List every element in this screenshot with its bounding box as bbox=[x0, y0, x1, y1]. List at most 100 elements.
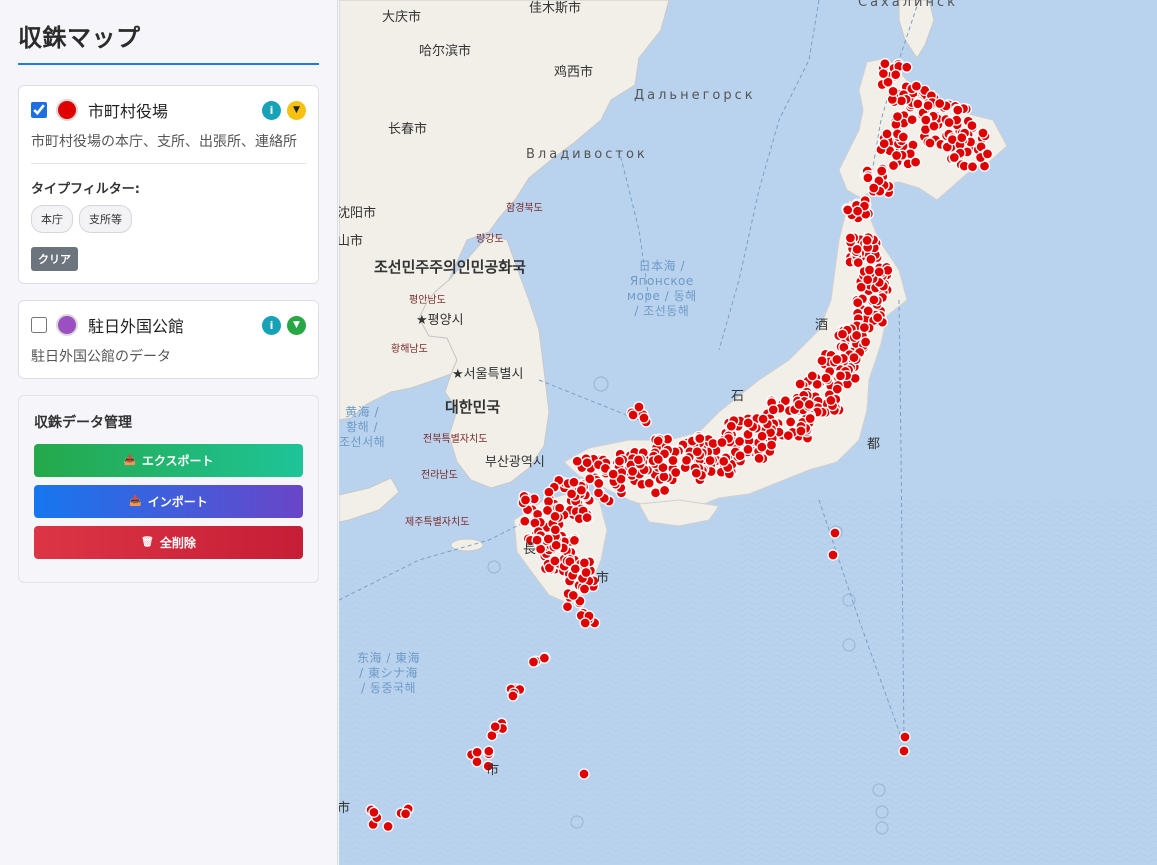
municipal-office-marker[interactable] bbox=[550, 539, 562, 551]
municipal-office-marker[interactable] bbox=[569, 563, 581, 575]
municipal-office-marker[interactable] bbox=[568, 534, 581, 547]
municipal-office-marker[interactable] bbox=[704, 454, 716, 467]
municipal-office-marker[interactable] bbox=[899, 731, 911, 743]
municipal-office-marker[interactable] bbox=[718, 455, 730, 467]
municipal-office-marker[interactable] bbox=[784, 416, 797, 428]
municipal-office-marker[interactable] bbox=[519, 515, 531, 527]
municipal-office-marker[interactable] bbox=[519, 494, 532, 506]
municipal-office-marker[interactable] bbox=[855, 281, 867, 293]
municipal-office-marker[interactable] bbox=[890, 149, 903, 162]
chevron-down-icon[interactable]: ▼ bbox=[287, 315, 306, 335]
municipal-office-marker[interactable] bbox=[829, 527, 841, 539]
municipal-office-marker[interactable] bbox=[928, 120, 940, 132]
municipal-office-marker[interactable] bbox=[827, 549, 839, 561]
municipal-office-marker[interactable] bbox=[825, 394, 837, 407]
municipal-office-marker[interactable] bbox=[836, 328, 849, 340]
layer-toggle-checkbox[interactable] bbox=[31, 102, 47, 118]
municipal-office-marker[interactable] bbox=[909, 156, 922, 168]
municipal-office-marker[interactable] bbox=[966, 119, 978, 132]
municipal-office-marker[interactable] bbox=[862, 305, 874, 317]
municipal-office-marker[interactable] bbox=[920, 114, 932, 126]
municipal-office-marker[interactable] bbox=[858, 321, 871, 334]
import-button[interactable]: 📥 インポート bbox=[34, 485, 303, 518]
municipal-office-marker[interactable] bbox=[948, 151, 960, 164]
municipal-office-marker[interactable] bbox=[878, 138, 890, 150]
municipal-office-marker[interactable] bbox=[690, 467, 702, 479]
municipal-office-marker[interactable] bbox=[943, 116, 955, 129]
municipal-office-marker[interactable] bbox=[694, 432, 706, 445]
municipal-office-marker[interactable] bbox=[756, 441, 768, 453]
municipal-office-marker[interactable] bbox=[862, 274, 874, 286]
municipal-office-marker[interactable] bbox=[834, 370, 847, 382]
municipal-office-marker[interactable] bbox=[956, 132, 968, 144]
municipal-office-marker[interactable] bbox=[471, 746, 483, 758]
municipal-office-marker[interactable] bbox=[756, 430, 768, 442]
municipal-office-marker[interactable] bbox=[863, 264, 876, 276]
municipal-office-marker[interactable] bbox=[793, 398, 805, 411]
municipal-office-marker[interactable] bbox=[382, 820, 394, 833]
municipal-office-marker[interactable] bbox=[549, 524, 561, 536]
municipal-office-marker[interactable] bbox=[966, 161, 979, 173]
municipal-office-marker[interactable] bbox=[581, 457, 593, 469]
municipal-office-marker[interactable] bbox=[643, 477, 655, 489]
municipal-office-marker[interactable] bbox=[753, 452, 765, 465]
municipal-office-marker[interactable] bbox=[794, 378, 806, 390]
municipal-office-marker[interactable] bbox=[592, 487, 605, 499]
municipal-office-marker[interactable] bbox=[782, 429, 794, 442]
municipal-office-marker[interactable] bbox=[844, 232, 857, 244]
municipal-office-marker[interactable] bbox=[638, 412, 650, 424]
info-icon[interactable]: i bbox=[262, 100, 281, 120]
municipal-office-marker[interactable] bbox=[531, 534, 543, 546]
municipal-office-marker[interactable] bbox=[607, 468, 619, 480]
municipal-office-marker[interactable] bbox=[952, 104, 964, 116]
municipal-office-marker[interactable] bbox=[615, 473, 627, 485]
municipal-office-marker[interactable] bbox=[652, 435, 664, 447]
municipal-office-marker[interactable] bbox=[891, 110, 904, 123]
export-button[interactable]: 📤 エクスポート bbox=[34, 444, 303, 477]
municipal-office-marker[interactable] bbox=[691, 446, 703, 458]
municipal-office-marker[interactable] bbox=[565, 488, 578, 500]
municipal-office-marker[interactable] bbox=[584, 473, 596, 485]
municipal-office-marker[interactable] bbox=[887, 159, 900, 172]
municipal-office-marker[interactable] bbox=[578, 557, 591, 569]
municipal-office-marker[interactable] bbox=[482, 760, 494, 772]
municipal-office-marker[interactable] bbox=[897, 131, 909, 143]
municipal-office-marker[interactable] bbox=[507, 690, 519, 702]
municipal-office-marker[interactable] bbox=[527, 656, 540, 668]
municipal-office-marker[interactable] bbox=[851, 243, 863, 255]
municipal-office-marker[interactable] bbox=[910, 80, 923, 92]
municipal-office-marker[interactable] bbox=[906, 114, 918, 126]
municipal-office-marker[interactable] bbox=[804, 412, 816, 425]
municipal-office-marker[interactable] bbox=[831, 353, 843, 366]
municipal-office-marker[interactable] bbox=[865, 253, 877, 265]
municipal-office-marker[interactable] bbox=[658, 471, 670, 483]
municipal-office-marker[interactable] bbox=[862, 172, 874, 184]
municipal-office-marker[interactable] bbox=[542, 533, 554, 545]
municipal-office-marker[interactable] bbox=[882, 76, 894, 88]
municipal-office-marker[interactable] bbox=[680, 454, 693, 466]
municipal-office-marker[interactable] bbox=[657, 461, 669, 474]
municipal-office-marker[interactable] bbox=[471, 756, 483, 768]
municipal-office-marker[interactable] bbox=[838, 341, 850, 353]
municipal-office-marker[interactable] bbox=[887, 85, 899, 97]
municipal-office-marker[interactable] bbox=[981, 148, 994, 160]
municipal-office-marker[interactable] bbox=[613, 455, 626, 467]
municipal-office-marker[interactable] bbox=[725, 420, 737, 432]
filter-chip-branch[interactable]: 支所等 bbox=[79, 205, 132, 233]
municipal-office-marker[interactable] bbox=[571, 455, 583, 467]
municipal-office-marker[interactable] bbox=[626, 465, 639, 478]
municipal-office-marker[interactable] bbox=[795, 425, 807, 437]
municipal-office-marker[interactable] bbox=[368, 806, 380, 818]
municipal-office-marker[interactable] bbox=[890, 69, 902, 81]
municipal-office-marker[interactable] bbox=[765, 439, 778, 451]
municipal-office-marker[interactable] bbox=[575, 484, 588, 496]
municipal-office-marker[interactable] bbox=[652, 453, 664, 466]
municipal-office-marker[interactable] bbox=[538, 652, 551, 664]
municipal-office-marker[interactable] bbox=[633, 401, 645, 413]
municipal-office-marker[interactable] bbox=[852, 256, 864, 269]
municipal-office-marker[interactable] bbox=[852, 297, 864, 309]
municipal-office-marker[interactable] bbox=[848, 351, 860, 364]
municipal-office-marker[interactable] bbox=[742, 417, 754, 429]
municipal-office-marker[interactable] bbox=[851, 205, 864, 217]
municipal-office-marker[interactable] bbox=[898, 745, 910, 757]
